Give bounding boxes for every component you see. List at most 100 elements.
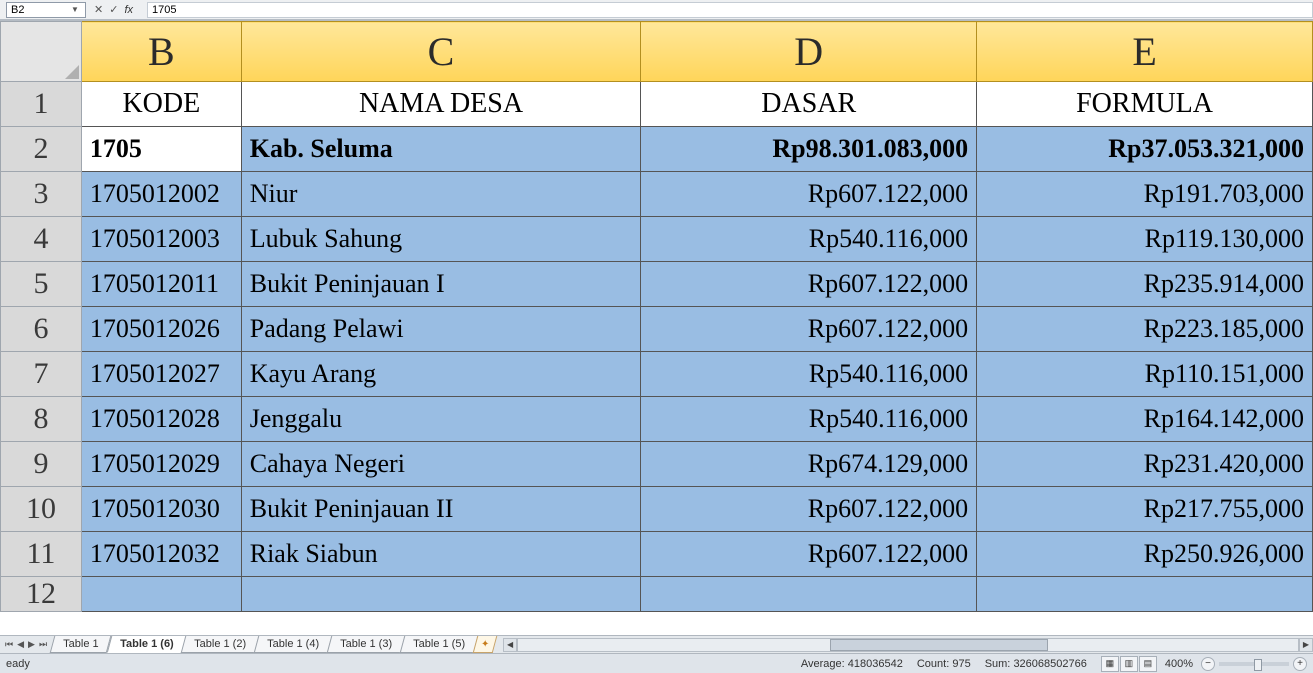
cell-formula[interactable]: Rp235.914,000: [977, 262, 1313, 307]
cell-kode[interactable]: 1705012028: [81, 397, 241, 442]
cell-nama[interactable]: Kab. Seluma: [241, 127, 641, 172]
fx-label[interactable]: fx: [124, 4, 133, 16]
sheet-tab[interactable]: Table 1 (6): [106, 636, 186, 653]
cell-nama[interactable]: Riak Siabun: [241, 532, 641, 577]
sheet-tab[interactable]: Table 1 (5): [400, 636, 479, 653]
cell-nama[interactable]: Kayu Arang: [241, 352, 641, 397]
select-all-corner[interactable]: [1, 22, 82, 82]
cell-dasar[interactable]: Rp98.301.083,000: [641, 127, 977, 172]
header-cell[interactable]: NAMA DESA: [241, 82, 641, 127]
name-box[interactable]: B2 ▼: [6, 2, 86, 18]
zoom-in-button[interactable]: +: [1293, 657, 1307, 671]
zoom-percent[interactable]: 400%: [1165, 658, 1193, 670]
cell-empty[interactable]: [241, 577, 641, 612]
formula-input[interactable]: 1705: [147, 2, 1313, 18]
sheet-tab[interactable]: Table 1 (3): [327, 636, 406, 653]
cell-dasar[interactable]: Rp540.116,000: [641, 397, 977, 442]
cell-formula[interactable]: Rp191.703,000: [977, 172, 1313, 217]
cell-kode[interactable]: 1705012029: [81, 442, 241, 487]
hscroll-left-icon[interactable]: ◀: [503, 638, 517, 652]
sheet-tab[interactable]: Table 1 (4): [254, 636, 333, 653]
cell-formula[interactable]: Rp164.142,000: [977, 397, 1313, 442]
row-header[interactable]: 9: [1, 442, 82, 487]
header-cell[interactable]: FORMULA: [977, 82, 1313, 127]
cell-empty[interactable]: [977, 577, 1313, 612]
name-box-dropdown-icon[interactable]: ▼: [69, 4, 81, 16]
cell-formula[interactable]: Rp250.926,000: [977, 532, 1313, 577]
cell-kode[interactable]: 1705012002: [81, 172, 241, 217]
cell-nama[interactable]: Bukit Peninjauan II: [241, 487, 641, 532]
row-header[interactable]: 7: [1, 352, 82, 397]
horizontal-scrollbar[interactable]: ◀ ▶: [503, 636, 1313, 653]
cell-empty[interactable]: [81, 577, 241, 612]
cell-dasar[interactable]: Rp607.122,000: [641, 307, 977, 352]
row-header[interactable]: 10: [1, 487, 82, 532]
cell-kode[interactable]: 1705: [81, 127, 241, 172]
cell-kode[interactable]: 1705012026: [81, 307, 241, 352]
view-page-layout-icon[interactable]: ▥: [1120, 656, 1138, 672]
sheet-tab[interactable]: Table 1 (2): [181, 636, 260, 653]
sheet-tab[interactable]: Table 1: [50, 636, 112, 653]
column-header-B[interactable]: B: [81, 22, 241, 82]
row-header[interactable]: 11: [1, 532, 82, 577]
cell-kode[interactable]: 1705012003: [81, 217, 241, 262]
row-header[interactable]: 12: [1, 577, 82, 612]
column-header-D[interactable]: D: [641, 22, 977, 82]
hscroll-right-icon[interactable]: ▶: [1299, 638, 1313, 652]
tab-first-icon[interactable]: ⏮: [4, 639, 14, 650]
row-header[interactable]: 1: [1, 82, 82, 127]
tab-next-icon[interactable]: ▶: [27, 639, 36, 650]
hscroll-track[interactable]: [517, 638, 1299, 652]
row-header[interactable]: 3: [1, 172, 82, 217]
tab-prev-icon[interactable]: ◀: [16, 639, 25, 650]
zoom-slider[interactable]: [1219, 662, 1289, 666]
tab-nav-buttons: ⏮ ◀ ▶ ⏭: [0, 636, 52, 653]
cell-nama[interactable]: Niur: [241, 172, 641, 217]
cell-kode[interactable]: 1705012011: [81, 262, 241, 307]
cell-dasar[interactable]: Rp607.122,000: [641, 487, 977, 532]
status-sum-value: 326068502766: [1013, 658, 1086, 670]
table-row: 41705012003Lubuk SahungRp540.116,000Rp11…: [1, 217, 1313, 262]
header-cell[interactable]: DASAR: [641, 82, 977, 127]
hscroll-thumb[interactable]: [830, 639, 1048, 651]
cell-nama[interactable]: Bukit Peninjauan I: [241, 262, 641, 307]
view-page-break-icon[interactable]: ▤: [1139, 656, 1157, 672]
row-header[interactable]: 8: [1, 397, 82, 442]
cell-formula[interactable]: Rp37.053.321,000: [977, 127, 1313, 172]
cell-nama[interactable]: Lubuk Sahung: [241, 217, 641, 262]
row-header[interactable]: 6: [1, 307, 82, 352]
cell-nama[interactable]: Cahaya Negeri: [241, 442, 641, 487]
view-normal-icon[interactable]: ▦: [1101, 656, 1119, 672]
row-header[interactable]: 4: [1, 217, 82, 262]
cell-dasar[interactable]: Rp674.129,000: [641, 442, 977, 487]
cell-formula[interactable]: Rp223.185,000: [977, 307, 1313, 352]
cell-formula[interactable]: Rp119.130,000: [977, 217, 1313, 262]
cell-dasar[interactable]: Rp607.122,000: [641, 172, 977, 217]
tab-last-icon[interactable]: ⏭: [38, 639, 48, 650]
column-header-E[interactable]: E: [977, 22, 1313, 82]
cell-kode[interactable]: 1705012030: [81, 487, 241, 532]
column-header-C[interactable]: C: [241, 22, 641, 82]
cell-nama[interactable]: Jenggalu: [241, 397, 641, 442]
row-header[interactable]: 5: [1, 262, 82, 307]
cell-dasar[interactable]: Rp540.116,000: [641, 352, 977, 397]
cancel-icon[interactable]: ✕: [94, 3, 103, 16]
cell-dasar[interactable]: Rp607.122,000: [641, 262, 977, 307]
accept-icon[interactable]: ✓: [109, 3, 118, 16]
cell-dasar[interactable]: Rp607.122,000: [641, 532, 977, 577]
table-header-row: 1KODENAMA DESADASARFORMULA: [1, 82, 1313, 127]
cell-dasar[interactable]: Rp540.116,000: [641, 217, 977, 262]
cell-formula[interactable]: Rp110.151,000: [977, 352, 1313, 397]
new-sheet-tab[interactable]: ✦: [473, 636, 498, 653]
cell-formula[interactable]: Rp231.420,000: [977, 442, 1313, 487]
cell-kode[interactable]: 1705012032: [81, 532, 241, 577]
cell-kode[interactable]: 1705012027: [81, 352, 241, 397]
cell-formula[interactable]: Rp217.755,000: [977, 487, 1313, 532]
cell-nama[interactable]: Padang Pelawi: [241, 307, 641, 352]
cell-empty[interactable]: [641, 577, 977, 612]
header-cell[interactable]: KODE: [81, 82, 241, 127]
sheet-tab-label: Table 1 (3): [340, 638, 392, 650]
zoom-out-button[interactable]: −: [1201, 657, 1215, 671]
spreadsheet-grid[interactable]: BCDE 1KODENAMA DESADASARFORMULA21705Kab.…: [0, 21, 1313, 612]
row-header[interactable]: 2: [1, 127, 82, 172]
